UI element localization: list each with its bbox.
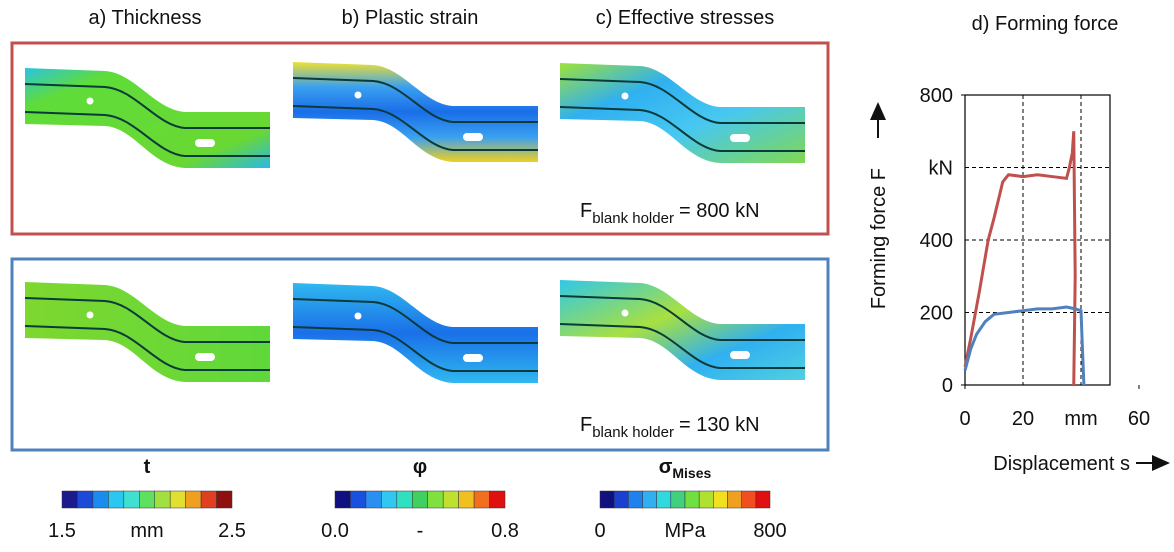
subscript: Mises: [672, 465, 711, 481]
colorbar-cell: [427, 490, 444, 509]
y-tick-label: 0: [942, 375, 953, 397]
colorbar-cell: [92, 490, 109, 509]
thickness-image: [24, 281, 271, 383]
colorbar-cell: [458, 490, 475, 509]
case-frame: [10, 257, 830, 452]
stress-image: [559, 62, 806, 164]
colorbar-cell: [628, 490, 643, 509]
colorbar-cell: [489, 490, 506, 509]
colorbar-cell: [442, 490, 459, 509]
strain-image: [292, 282, 539, 384]
colorbar-cell: [599, 490, 615, 509]
value: = 800 kN: [679, 200, 760, 222]
colorbar-cell: [77, 490, 94, 509]
chart-title: d) Forming force: [972, 13, 1119, 35]
force-line: [963, 131, 1077, 386]
subscript: blank holder: [592, 210, 674, 227]
colorbar-cell: [334, 490, 351, 509]
x-tick-label: 60: [1128, 408, 1150, 430]
value: = 130 kN: [679, 414, 760, 436]
colorbar-cell: [713, 490, 728, 509]
force-chart: d) Forming force 0 200 400 kN 800 0 20 mm 60 Displ…: [868, 13, 1170, 475]
colorbar-title: σMises: [659, 456, 712, 481]
colorbar-cell: [200, 490, 217, 509]
y-axis-label: Forming force F: [868, 168, 890, 309]
colorbar-cell: [139, 490, 155, 509]
subscript: blank holder: [592, 424, 674, 441]
colorbar-max: 800: [753, 520, 786, 542]
colorbar-cell: [698, 490, 714, 509]
y-tick-label: kN: [929, 158, 953, 180]
colorbar-cell: [642, 490, 657, 509]
colorbar-cell: [656, 490, 672, 509]
colorbar-unit: -: [417, 520, 424, 542]
colorbar-min: 0: [594, 520, 605, 542]
colorbar-cell: [185, 490, 202, 509]
colorbar-cell: [61, 490, 78, 509]
colorbar-title: φ: [413, 456, 427, 478]
colorbar-unit: MPa: [664, 520, 706, 542]
colorbar-cell: [473, 490, 490, 509]
symbol: F: [580, 414, 592, 436]
force-line: [963, 305, 1086, 386]
colorbar-cell: [169, 490, 186, 509]
colorbar-min: 1.5: [48, 520, 76, 542]
colorbar-cell: [365, 490, 382, 509]
y-tick-label: 400: [920, 230, 953, 252]
colorbar-title: t: [144, 456, 151, 478]
colorbar-cell: [741, 490, 757, 509]
case-frame: [10, 41, 830, 236]
plot-frame: [964, 94, 1111, 386]
thickness-image: [24, 67, 271, 169]
colorbar-cell: [123, 490, 140, 509]
x-tick-label: 20: [1012, 408, 1034, 430]
colorbar-cell: [727, 490, 742, 509]
colorbar-max: 2.5: [218, 520, 246, 542]
colorbar-cell: [396, 490, 413, 509]
strain-image: [292, 61, 539, 163]
x-tick-label: 0: [959, 408, 970, 430]
colorbar-cell: [412, 490, 428, 509]
symbol: F: [580, 200, 592, 222]
colorbar-max: 0.8: [491, 520, 519, 542]
colorbar-cell: [670, 490, 686, 509]
colorbar-unit: mm: [130, 520, 163, 542]
stress-image: [559, 279, 806, 381]
panel-title: c) Effective stresses: [596, 7, 775, 29]
colorbar-cell: [613, 490, 629, 509]
colorbar-cell: [108, 490, 125, 509]
case-label: Fblank holder = 800 kN: [580, 200, 760, 227]
panel-title: b) Plastic strain: [342, 7, 479, 29]
x-tick-label: mm: [1064, 408, 1097, 430]
colorbar-cell: [216, 490, 233, 509]
y-tick-label: 200: [920, 303, 953, 325]
colorbars: t 1.5 mm 2.5 φ 0.0 - 0.8 σMises 0 MPa 800: [48, 456, 787, 542]
colorbar-cell: [684, 490, 700, 509]
colorbar-cell: [381, 490, 398, 509]
y-tick-label: 800: [920, 85, 953, 107]
colorbar-cell: [755, 490, 771, 509]
symbol: φ: [413, 456, 427, 478]
colorbar-cell: [350, 490, 367, 509]
symbol: t: [144, 456, 151, 478]
colorbar-cell: [154, 490, 171, 509]
colorbar-min: 0.0: [321, 520, 349, 542]
panel-title: a) Thickness: [88, 7, 201, 29]
x-axis-label: Displacement s: [993, 453, 1130, 475]
symbol: σ: [659, 456, 673, 478]
case-label: Fblank holder = 130 kN: [580, 414, 760, 441]
